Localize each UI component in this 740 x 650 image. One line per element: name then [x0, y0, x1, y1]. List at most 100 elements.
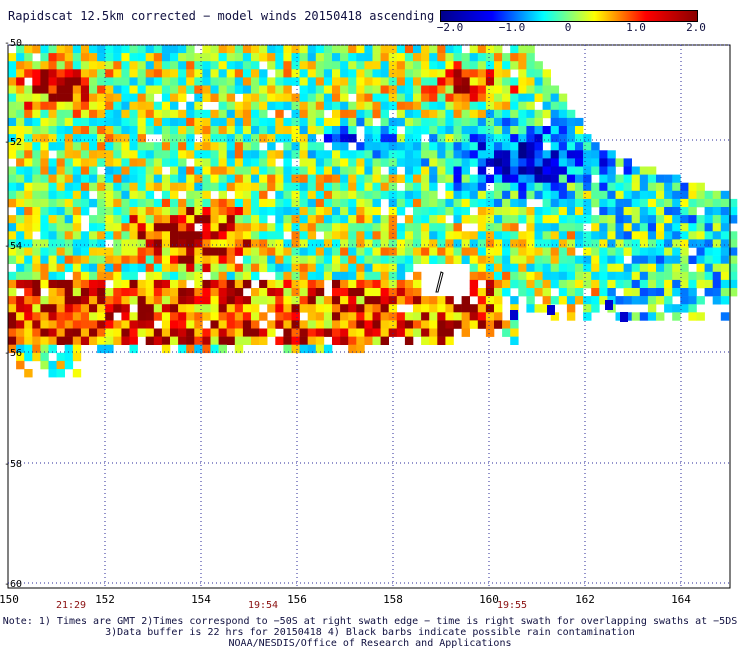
wind-cell — [607, 215, 616, 224]
wind-cell — [599, 166, 608, 175]
wind-cell — [615, 279, 624, 289]
wind-cell — [680, 304, 689, 313]
wind-cell — [218, 271, 227, 281]
wind-cell — [48, 344, 57, 354]
wind-cell — [566, 117, 576, 127]
wind-cell — [24, 255, 33, 264]
wind-cell — [437, 109, 446, 119]
wind-cell — [275, 61, 284, 70]
wind-cell — [259, 207, 268, 216]
wind-cell — [534, 255, 543, 264]
wind-cell — [307, 158, 317, 167]
wind-cell — [121, 239, 130, 248]
wind-cell — [275, 126, 284, 135]
wind-cell — [56, 93, 65, 102]
wind-cell — [558, 198, 568, 208]
wind-cell — [8, 304, 17, 313]
wind-cell — [534, 166, 543, 175]
wind-cell — [16, 304, 25, 313]
wind-cell — [356, 53, 365, 62]
wind-cell — [323, 239, 333, 248]
wind-cell — [664, 207, 673, 216]
wind-cell — [145, 336, 155, 345]
wind-cell — [680, 239, 689, 248]
wind-cell — [16, 174, 25, 183]
wind-cell — [64, 328, 74, 337]
wind-cell — [356, 69, 365, 78]
wind-cell — [494, 166, 503, 175]
wind-cell — [8, 312, 17, 321]
wind-cell — [299, 255, 308, 264]
wind-cell — [469, 215, 479, 224]
wind-cell — [712, 288, 722, 297]
wind-cell — [453, 247, 462, 256]
wind-cell — [8, 69, 17, 78]
wind-cell — [356, 271, 365, 281]
wind-cell — [259, 223, 268, 232]
wind-cell — [242, 296, 252, 305]
wind-cell — [307, 312, 317, 321]
wind-cell — [72, 231, 82, 240]
wind-cell — [664, 271, 673, 281]
wind-cell — [72, 166, 82, 175]
wind-cell — [170, 296, 179, 305]
wind-cell — [56, 69, 65, 78]
wind-cell — [510, 239, 519, 248]
wind-cell — [113, 53, 122, 62]
wind-cell — [275, 109, 284, 119]
wind-cell — [356, 255, 365, 264]
wind-cell — [24, 61, 33, 70]
wind-cell — [615, 312, 624, 321]
wind-cell — [170, 93, 179, 102]
wind-cell — [421, 117, 430, 127]
wind-cell — [275, 271, 284, 281]
wind-cell — [445, 61, 454, 70]
wind-cell — [56, 150, 65, 159]
wind-cell — [218, 190, 227, 200]
wind-cell — [178, 77, 187, 86]
wind-cell — [145, 288, 155, 297]
wind-cell — [332, 239, 341, 248]
wind-cell — [161, 312, 171, 321]
wind-cell — [40, 174, 49, 183]
lat-label: -54 — [4, 241, 23, 252]
wind-cell — [575, 296, 584, 305]
wind-cell — [105, 93, 114, 102]
wind-cell — [461, 126, 470, 135]
wind-cell — [494, 279, 503, 289]
wind-cell — [583, 296, 592, 305]
wind-cell — [566, 215, 576, 224]
wind-cell — [605, 300, 613, 310]
wind-cell — [234, 215, 244, 224]
wind-cell — [445, 207, 454, 216]
wind-cell — [558, 207, 568, 216]
wind-cell — [24, 45, 33, 54]
wind-cell — [283, 336, 292, 345]
wind-cell — [291, 336, 300, 345]
wind-cell — [194, 231, 203, 240]
wind-cell — [453, 304, 462, 313]
wind-cell — [56, 239, 65, 248]
wind-cell — [226, 150, 236, 159]
wind-cell — [307, 304, 317, 313]
wind-cell — [89, 198, 98, 208]
wind-cell — [615, 263, 624, 273]
wind-cell — [704, 288, 713, 297]
wind-cell — [89, 109, 98, 119]
wind-cell — [404, 174, 414, 183]
wind-cell — [161, 134, 171, 143]
wind-cell — [615, 255, 624, 264]
wind-cell — [251, 190, 260, 200]
wind-cell — [259, 85, 268, 94]
wind-cell — [534, 207, 543, 216]
wind-cell — [8, 320, 17, 329]
wind-cell — [121, 198, 130, 208]
wind-cell — [542, 207, 551, 216]
wind-cell — [161, 69, 171, 78]
wind-cell — [80, 158, 90, 167]
wind-cell — [226, 336, 236, 345]
wind-cell — [291, 109, 300, 119]
wind-cell — [526, 126, 535, 135]
wind-cell — [396, 69, 406, 78]
wind-cell — [129, 142, 138, 151]
